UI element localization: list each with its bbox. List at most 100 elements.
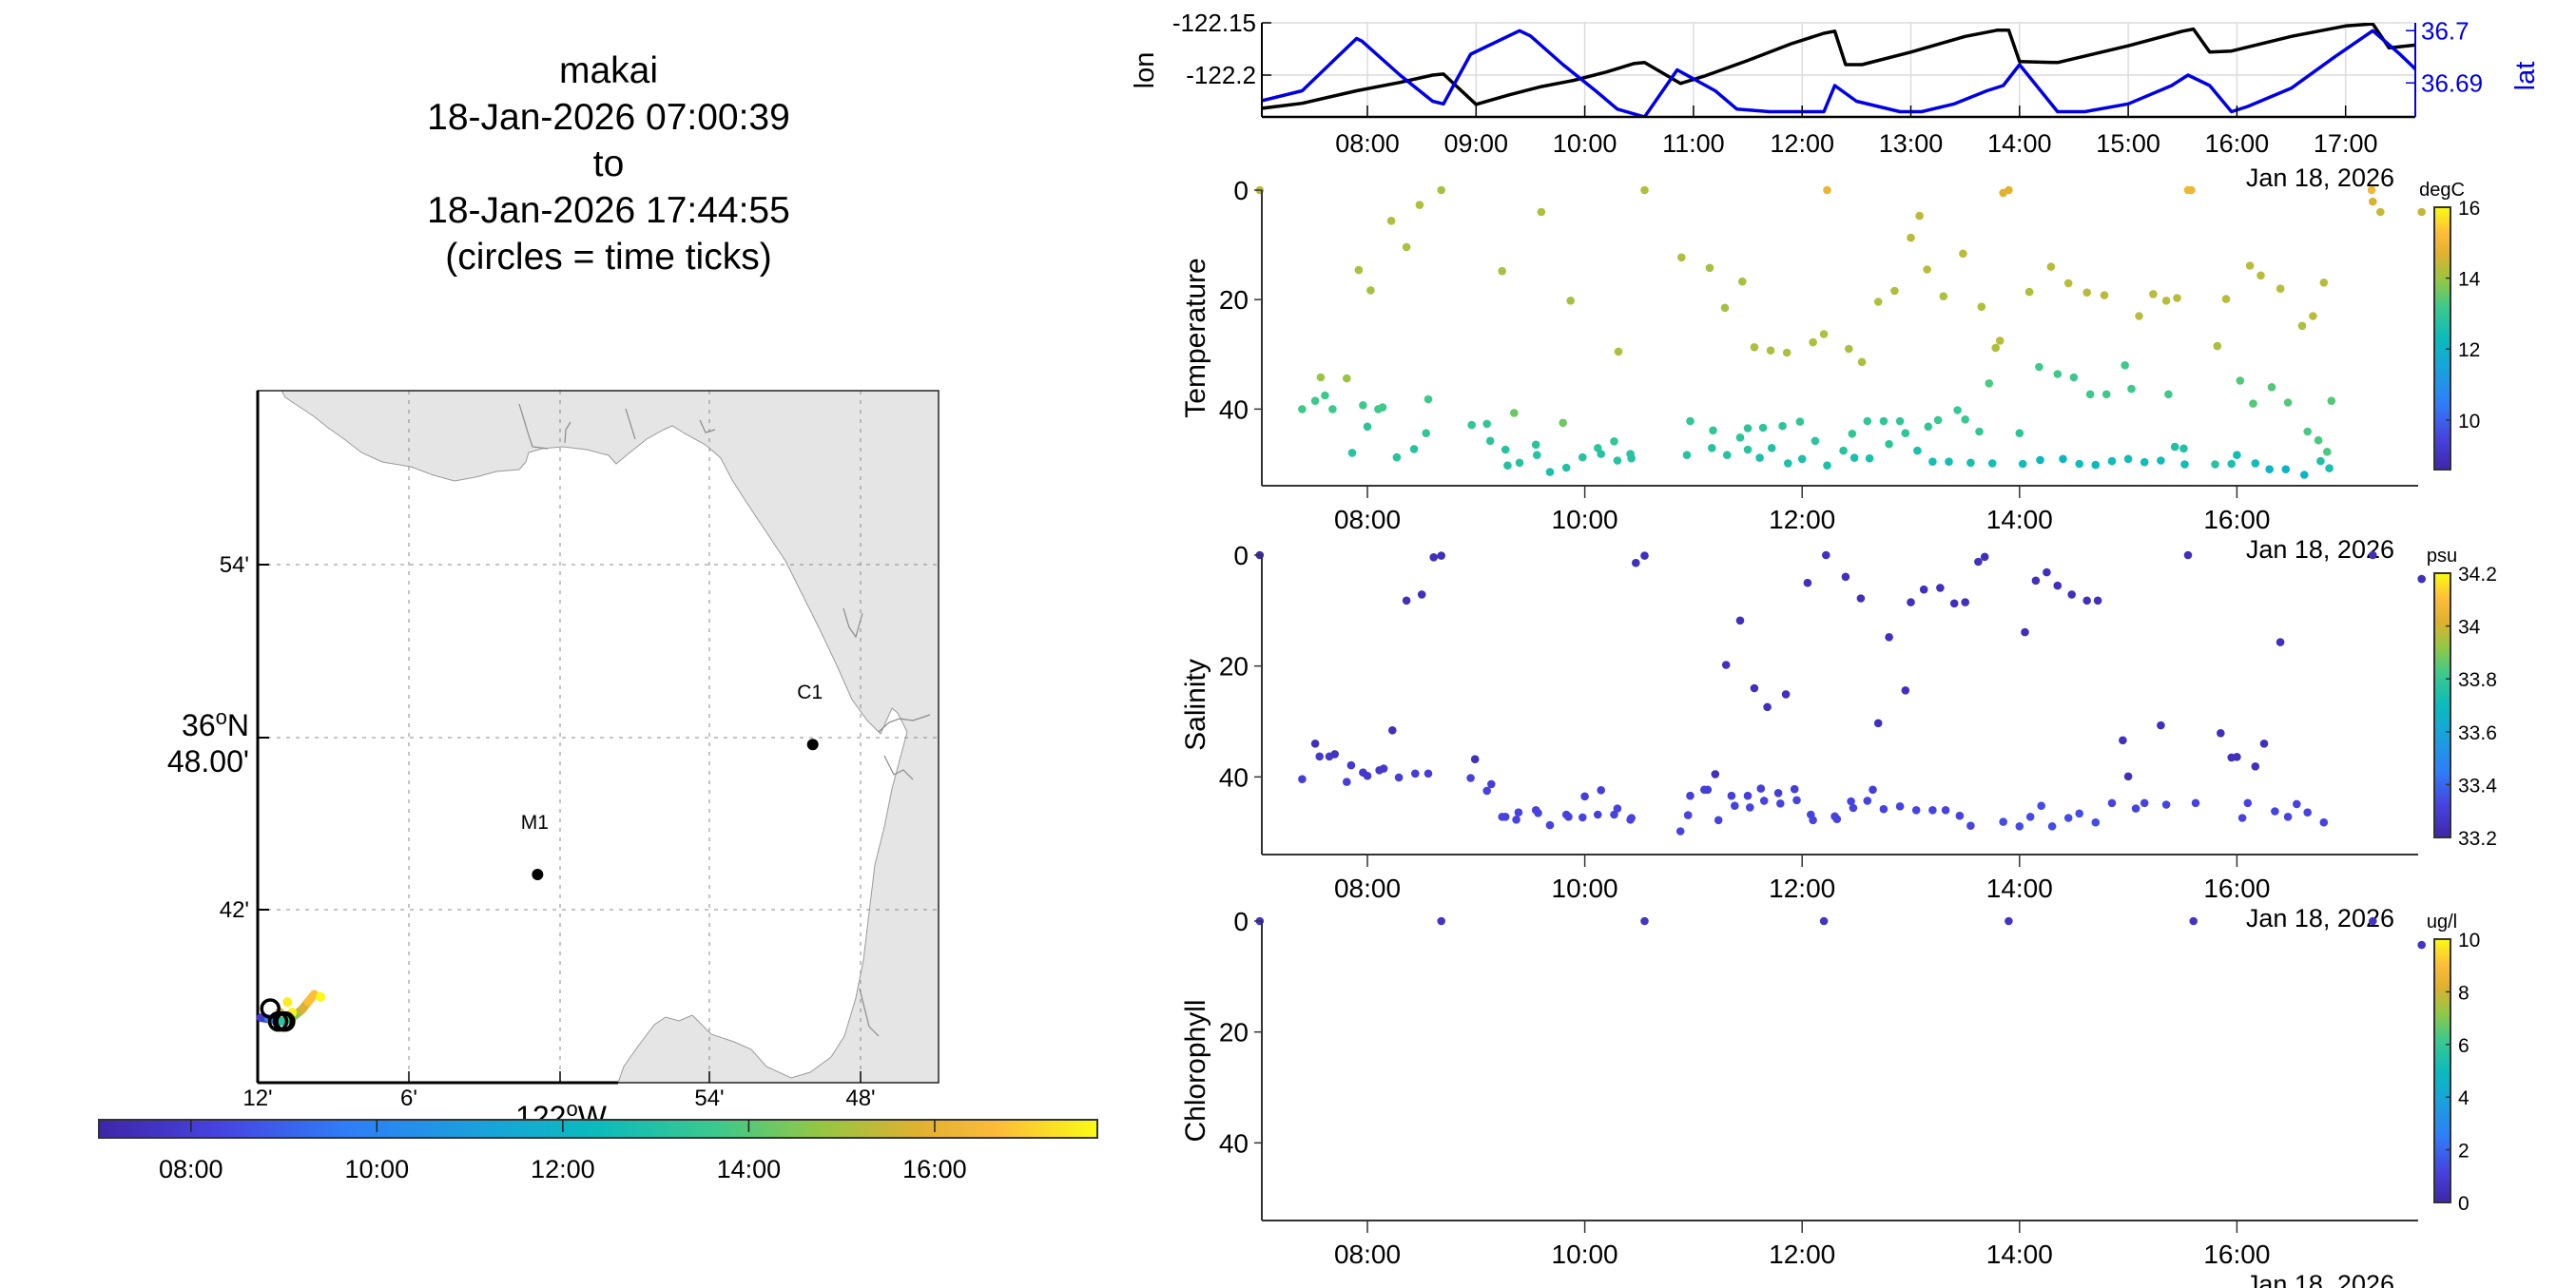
data-point [1417,590,1426,599]
x-tick-label: 15:00 [2096,129,2160,158]
data-point [2369,550,2377,560]
data-point [1721,661,1731,669]
mooring-m1-marker [532,869,544,881]
data-point [1945,457,1953,467]
data-point [1579,452,1587,462]
data-point [1378,403,1387,412]
data-point [1310,396,1320,406]
title-to: to [592,144,625,184]
data-point [1709,426,1717,435]
y-axis-label-lon: lon [1130,52,1160,89]
data-point [1743,424,1753,433]
track-point [282,997,293,1008]
data-point [1999,817,2007,826]
data-point [1936,584,1945,592]
y-tick-label: 0 [1233,907,1249,936]
y-tick-label: 40 [1219,394,1249,424]
y-tick-label: 20 [1219,285,1249,315]
data-point [2069,373,2079,382]
data-point [1975,427,1984,436]
x-tick-label: 13:00 [1879,129,1944,158]
map-gridlines [258,391,939,1083]
data-point [1756,784,1766,793]
data-point [2063,814,2073,822]
y-tick-label: 40 [1219,1128,1249,1158]
data-point [1467,420,1476,430]
data-point [2053,370,2063,378]
data-point [1759,797,1769,805]
data-point [1885,633,1893,642]
data-point [2005,185,2013,195]
data-point [1879,416,1888,426]
data-point [1610,810,1618,819]
river-lines [518,403,931,1037]
data-point [1501,813,1510,821]
data-point [1980,552,1989,562]
colorbar-tick-label: 33.4 [2458,775,2497,797]
y-axis-label-lat: lat [2510,62,2541,91]
y-tick-label: 20 [1219,652,1249,682]
data-point [2085,390,2095,399]
data-point [2091,460,2101,470]
colorbar-tick-label: 34.2 [2458,564,2497,586]
data-point [1959,249,1967,259]
data-point [2107,798,2117,808]
x-tick-label: 12:00 [1769,874,1835,903]
data-point [1856,594,1866,603]
data-point [1564,813,1573,821]
data-point [1482,419,1491,429]
data-point [1537,207,1546,217]
data-point [2237,814,2247,822]
data-point [2217,729,2225,738]
data-point [1974,557,1983,567]
data-point [1928,457,1937,467]
data-point [2316,456,2325,466]
time-colorbar-tick-label: 16:00 [902,1155,967,1183]
data-point [2046,262,2056,271]
data-point [1961,415,1969,424]
y-tick-label-left: -122.2 [1186,61,1256,89]
colorbar-tick-label: 0 [2458,1193,2469,1215]
data-point [1347,449,1357,457]
x-tick-label: 14:00 [1986,1240,2053,1269]
x-tick-label: 12:00 [1769,505,1835,534]
data-point [1743,445,1753,454]
colorbar [2433,206,2451,471]
data-point [2271,807,2279,816]
colorbar-tick-label: 6 [2458,1035,2469,1057]
data-point [2170,442,2179,452]
x-tick-label: 16:00 [2203,874,2270,903]
data-point [1873,298,1883,306]
x-axis-date-label: Jan 18, 2026 [2246,1270,2394,1288]
data-point [2075,459,2083,469]
data-point [1424,394,1433,404]
data-point [1823,185,1831,195]
data-point [2314,435,2323,445]
data-point [1847,797,1855,806]
data-point [1321,391,1329,400]
data-point [1879,804,1888,814]
data-point [1955,811,1965,820]
data-point [1890,286,1899,296]
data-point [1640,551,1649,560]
data-point [1766,346,1775,356]
data-point [2233,753,2241,761]
data-point [1363,771,1372,780]
data-point [2173,294,2181,302]
data-point [1310,740,1320,748]
data-point [1614,347,1623,356]
data-point [2063,279,2073,288]
time-colorbar-tick-label: 08:00 [159,1155,223,1183]
data-point [2157,456,2165,465]
data-point [2325,464,2334,472]
data-point [1402,242,1411,252]
colorbar-tick-label: 10 [2458,411,2480,433]
figure-title: makai 18-Jan-2026 07:00:39 to 18-Jan-202… [314,48,903,280]
track-segment [303,990,320,1007]
data-point [1597,450,1605,458]
data-point [1863,797,1872,805]
data-point [2123,772,2133,781]
data-point [1682,451,1692,460]
data-point [1388,726,1397,735]
data-point [1534,809,1542,817]
